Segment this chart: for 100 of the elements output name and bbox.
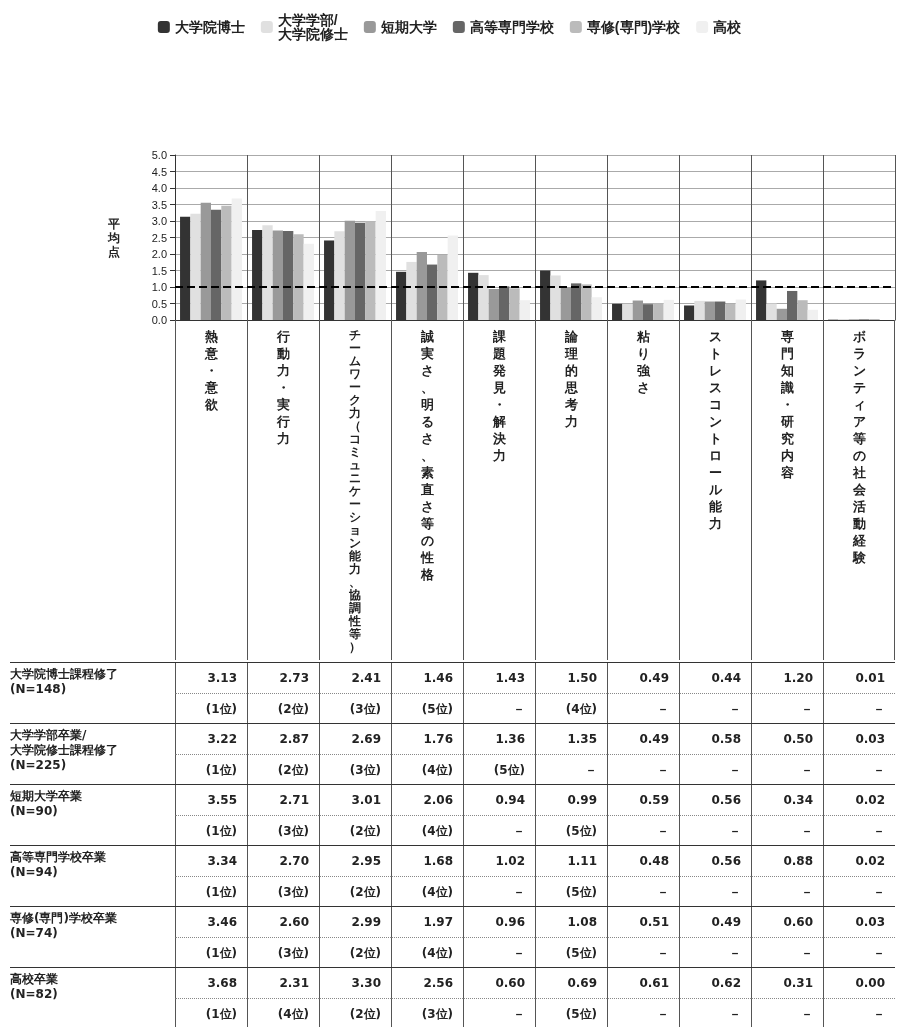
data-label: 0.59 <box>607 785 679 815</box>
text: (4位) <box>391 754 463 784</box>
data-label: 0.03 <box>823 724 895 754</box>
text: － <box>607 937 679 967</box>
text: (3位) <box>391 998 463 1027</box>
text: 専修(専門)学校卒業 (N=74) <box>10 911 118 941</box>
text: (5位) <box>463 754 535 784</box>
y-tick-label: 0.5 <box>151 297 167 310</box>
x-tick-label: 熱意・意欲 <box>203 329 219 412</box>
data-label: 0.51 <box>607 907 679 937</box>
data-label: 2.41 <box>319 663 391 693</box>
data-label: 1.68 <box>391 846 463 876</box>
text: (4位) <box>391 815 463 845</box>
bar <box>427 264 438 320</box>
text: 高校卒業 (N=82) <box>10 972 59 1002</box>
text: － <box>679 693 751 723</box>
text: 高等専門学校卒業 (N=94) <box>10 850 107 880</box>
bar <box>272 230 283 320</box>
data-label: 3.34 <box>175 846 247 876</box>
text: 大学学部卒業/ 大学院修士課程修了 (N=225) <box>10 728 119 773</box>
bar <box>787 290 798 320</box>
data-label: 0.03 <box>823 907 895 937</box>
x-tick-label: 課題発見・解決力 <box>491 329 507 463</box>
bar <box>725 303 736 320</box>
data-label: 0.44 <box>679 663 751 693</box>
legend-label: 短期大学 <box>379 19 437 35</box>
bar <box>509 288 520 320</box>
data-label: 2.60 <box>247 907 319 937</box>
text: － <box>679 937 751 967</box>
text: (1位) <box>175 754 247 784</box>
bar <box>437 254 448 320</box>
data-label: 0.60 <box>751 907 823 937</box>
data-label: 0.61 <box>607 968 679 998</box>
bar <box>355 222 366 320</box>
y-tick-label: 4.5 <box>151 165 167 178</box>
category-label: チームワーク力（コミュニケーション能力、協調性等） <box>349 327 361 654</box>
data-label: 1.02 <box>463 846 535 876</box>
text: (5位) <box>535 998 607 1027</box>
text: (5位) <box>535 815 607 845</box>
data-label: 0.88 <box>751 846 823 876</box>
text: － <box>751 937 823 967</box>
bar <box>416 252 427 320</box>
data-label: 2.95 <box>319 846 391 876</box>
legend-label: 専修(専門)学校 <box>585 19 682 35</box>
data-label: 2.87 <box>247 724 319 754</box>
category-label: ボランティア等の社会活動経験 <box>852 329 866 565</box>
bar <box>262 225 273 320</box>
data-label: 1.43 <box>463 663 535 693</box>
y-tick-label: 1.0 <box>151 281 167 293</box>
bar <box>293 234 304 320</box>
bar <box>190 213 201 320</box>
y-tick-label: 5.0 <box>151 149 167 161</box>
text: － <box>607 693 679 723</box>
text: (2位) <box>319 937 391 967</box>
bar <box>519 300 530 320</box>
bar <box>653 303 664 320</box>
text: 大学院博士課程修了 (N=148) <box>10 667 119 697</box>
data-label: 1.97 <box>391 907 463 937</box>
bar <box>560 287 571 320</box>
data-label: 2.70 <box>247 846 319 876</box>
text: － <box>535 754 607 784</box>
text: － <box>751 876 823 906</box>
text: (3位) <box>247 876 319 906</box>
text: (5位) <box>535 937 607 967</box>
data-label: 3.55 <box>175 785 247 815</box>
category-label: 誠実さ、明るさ、素直さ等の性格 <box>420 329 434 582</box>
text: (1位) <box>175 815 247 845</box>
data-label: 3.30 <box>319 968 391 998</box>
bar <box>499 286 510 320</box>
text: 短期大学卒業 (N=90) <box>10 789 83 819</box>
data-label: 2.56 <box>391 968 463 998</box>
text: － <box>463 998 535 1027</box>
data-label: 3.13 <box>175 663 247 693</box>
y-tick-label: 4.0 <box>151 182 167 194</box>
data-label: 3.22 <box>175 724 247 754</box>
text: － <box>751 815 823 845</box>
data-label: 0.02 <box>823 785 895 815</box>
bar <box>704 301 715 320</box>
bar <box>694 300 705 320</box>
x-tick-label: 粘り強さ <box>635 329 651 395</box>
text: － <box>463 937 535 967</box>
y-tick-label: 2.5 <box>151 231 167 244</box>
text: － <box>823 998 895 1027</box>
text: － <box>751 693 823 723</box>
text: (2位) <box>319 998 391 1027</box>
bar <box>221 205 232 320</box>
data-label: 0.00 <box>823 968 895 998</box>
data-label: 0.56 <box>679 846 751 876</box>
data-label: 3.01 <box>319 785 391 815</box>
data-label: 2.31 <box>247 968 319 998</box>
text: (3位) <box>319 754 391 784</box>
data-label: 1.11 <box>535 846 607 876</box>
data-label: 0.58 <box>679 724 751 754</box>
data-label: 2.06 <box>391 785 463 815</box>
data-label: 0.96 <box>463 907 535 937</box>
text: － <box>607 876 679 906</box>
bar <box>797 300 808 320</box>
data-label: 3.46 <box>175 907 247 937</box>
data-label: 0.31 <box>751 968 823 998</box>
data-label: 2.73 <box>247 663 319 693</box>
